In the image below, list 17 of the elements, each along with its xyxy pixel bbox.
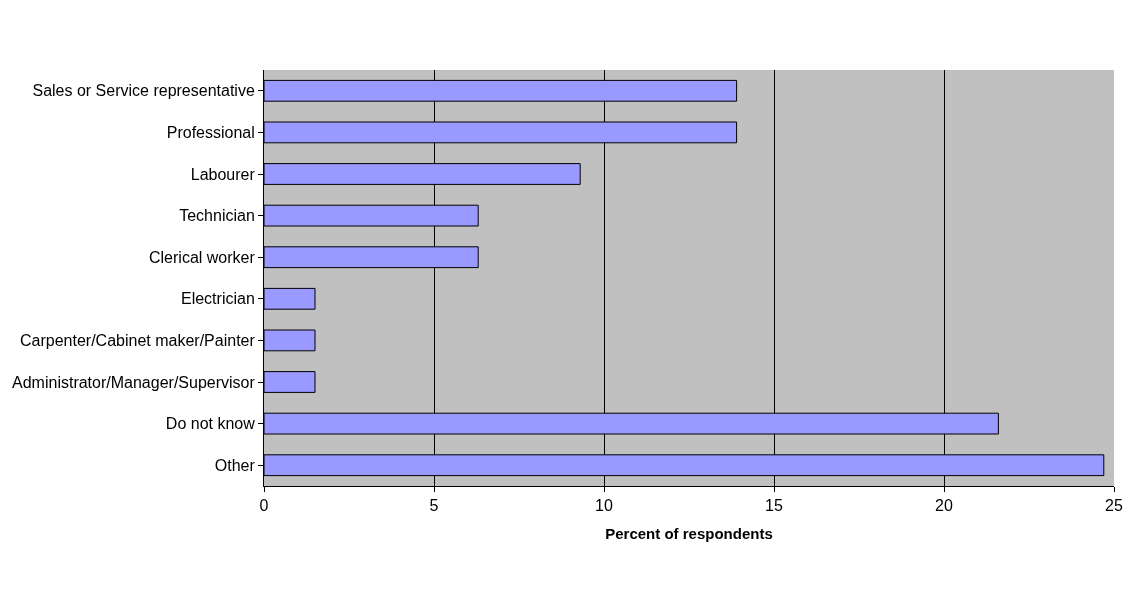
x-tick-label: 25	[1105, 497, 1123, 515]
x-tick-label: 15	[765, 497, 783, 515]
x-axis-title: Percent of respondents	[605, 525, 773, 543]
y-tick-label: Technician	[179, 207, 255, 225]
x-tick-label: 0	[259, 497, 269, 515]
y-tick-label: Labourer	[190, 165, 256, 183]
y-tick-label: Do not know	[165, 415, 256, 433]
y-tick-label: Administrator/Manager/Supervisor	[12, 373, 256, 391]
x-tick-label: 20	[935, 497, 953, 515]
y-tick-label: Sales or Service representative	[32, 82, 255, 100]
y-tick-label: Carpenter/Cabinet maker/Painter	[20, 332, 256, 349]
x-tick-label: 10	[595, 497, 613, 515]
y-tick-label: Electrician	[180, 290, 255, 308]
y-tick-label: Other	[214, 456, 256, 474]
y-tick-label: Clerical worker	[149, 248, 256, 266]
x-tick-label: 5	[429, 497, 439, 515]
y-tick-label: Professional	[166, 124, 255, 141]
